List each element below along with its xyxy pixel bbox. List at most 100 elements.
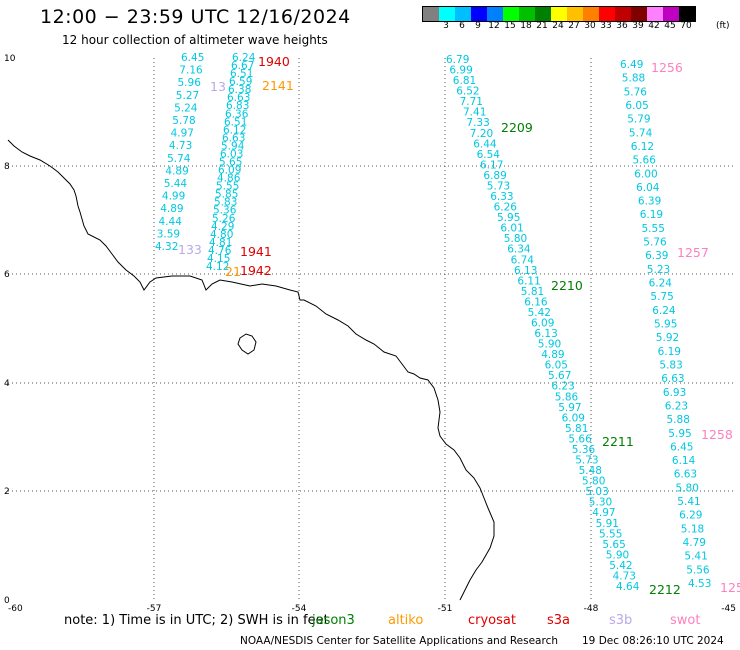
pass-time-label: 2211 bbox=[602, 434, 634, 449]
pass-time-label: 125 bbox=[720, 580, 740, 595]
wave-height-value: 6.36 bbox=[225, 108, 249, 120]
color-scale-label: 9 bbox=[475, 21, 481, 31]
color-scale-label: 45 bbox=[664, 21, 676, 31]
wave-height-value: 5.97 bbox=[558, 402, 581, 414]
wave-height-value: 5.74 bbox=[629, 127, 653, 139]
wave-height-value: 7.16 bbox=[179, 65, 203, 77]
y-tick-label: 4 bbox=[4, 379, 10, 389]
satellite-legend-item: s3b bbox=[609, 613, 633, 628]
wave-height-value: 6.24 bbox=[232, 52, 256, 64]
wave-height-value: 5.95 bbox=[497, 212, 520, 224]
satellite-legend-item: swot bbox=[670, 613, 701, 628]
wave-height-value: 5.80 bbox=[582, 476, 605, 488]
color-swatch bbox=[583, 7, 599, 21]
wave-height-value: 5.42 bbox=[528, 307, 551, 319]
wave-height-value: 5.03 bbox=[585, 486, 608, 498]
color-scale-label: 24 bbox=[552, 21, 564, 31]
wave-height-value: 6.39 bbox=[638, 196, 661, 208]
wave-height-value: 4.64 bbox=[616, 581, 640, 593]
wave-height-value: 6.81 bbox=[453, 75, 476, 87]
wave-height-value: 4.99 bbox=[162, 191, 185, 203]
wave-height-value: 4.89 bbox=[160, 203, 183, 215]
x-tick-label: -57 bbox=[147, 604, 162, 614]
wave-height-value: 6.14 bbox=[672, 455, 696, 467]
wave-height-value: 5.65 bbox=[219, 157, 242, 169]
color-scale-label: 18 bbox=[520, 21, 532, 31]
pass-time-label: 1941 bbox=[240, 244, 272, 259]
wave-height-value: 6.34 bbox=[507, 244, 531, 256]
satellite-legend-item: cryosat bbox=[468, 613, 516, 628]
coastline bbox=[7, 139, 495, 601]
wave-height-value: 6.79 bbox=[446, 54, 469, 66]
wave-height-value: 4.81 bbox=[209, 237, 232, 249]
wave-height-value: 5.88 bbox=[622, 73, 645, 85]
pass-time-label: 2141 bbox=[262, 78, 294, 93]
color-swatch bbox=[535, 7, 551, 21]
wave-height-value: 5.65 bbox=[602, 539, 625, 551]
color-swatch bbox=[551, 7, 567, 21]
wave-height-value: 5.81 bbox=[521, 286, 544, 298]
wave-height-value: 5.23 bbox=[647, 264, 670, 276]
wave-height-value: 5.96 bbox=[178, 77, 202, 89]
satellite-legend-item: s3a bbox=[547, 613, 571, 628]
wave-height-value: 5.90 bbox=[538, 339, 561, 351]
pass-time-label: 13 bbox=[210, 79, 226, 94]
wave-height-value: 5.67 bbox=[548, 370, 571, 382]
wave-height-value: 4.32 bbox=[155, 241, 178, 253]
page-title: 12:00 − 23:59 UTC 12/16/2024 bbox=[40, 6, 351, 28]
wave-height-value: 6.03 bbox=[220, 149, 243, 161]
wave-height-value: 4.73 bbox=[613, 571, 636, 583]
footer-note: note: 1) Time is in UTC; 2) SWH is in fe… bbox=[64, 613, 329, 628]
color-swatch bbox=[647, 7, 663, 21]
wave-height-value: 5.26 bbox=[212, 213, 236, 225]
wave-height-value: 6.99 bbox=[449, 65, 472, 77]
pass-time-label: 133 bbox=[178, 242, 202, 257]
wave-height-value: 6.29 bbox=[679, 510, 702, 522]
wave-height-value: 6.89 bbox=[483, 170, 506, 182]
wave-height-value: 5.76 bbox=[624, 86, 648, 98]
wave-height-value: 6.17 bbox=[480, 159, 503, 171]
wave-height-value: 5.78 bbox=[172, 115, 195, 127]
wave-height-value: 5.55 bbox=[642, 223, 665, 235]
color-swatch bbox=[423, 7, 439, 21]
wave-height-value: 5.66 bbox=[568, 433, 592, 445]
x-tick-label: -48 bbox=[584, 604, 599, 614]
wave-height-value: 5.95 bbox=[668, 428, 691, 440]
pass-time-label: 2212 bbox=[649, 582, 681, 597]
color-swatch bbox=[519, 7, 535, 21]
color-swatch bbox=[471, 7, 487, 21]
wave-height-value: 6.13 bbox=[514, 265, 537, 277]
wave-height-value: 4.79 bbox=[683, 537, 706, 549]
wave-height-value: 6.24 bbox=[649, 278, 673, 290]
wave-height-value: 5.92 bbox=[656, 332, 679, 344]
y-tick-label: 8 bbox=[4, 162, 10, 172]
color-swatch bbox=[487, 7, 503, 21]
y-tick-label: 0 bbox=[4, 596, 10, 606]
wave-height-value: 4.89 bbox=[165, 165, 188, 177]
color-swatch bbox=[455, 7, 471, 21]
wave-height-value: 6.93 bbox=[663, 387, 686, 399]
wave-height-value: 6.09 bbox=[218, 165, 241, 177]
wave-height-value: 5.30 bbox=[589, 497, 612, 509]
color-scale-label: 39 bbox=[632, 21, 644, 31]
wave-height-value: 5.55 bbox=[216, 181, 239, 193]
wave-height-value: 4.80 bbox=[210, 229, 233, 241]
wave-height-value: 6.23 bbox=[551, 381, 574, 393]
wave-height-value: 4.12 bbox=[206, 261, 229, 273]
color-swatch bbox=[631, 7, 647, 21]
pass-time-label: 2210 bbox=[551, 278, 583, 293]
wave-height-value: 6.63 bbox=[227, 92, 250, 104]
pass-time-label: 1257 bbox=[677, 245, 709, 260]
page-subtitle: 12 hour collection of altimeter wave hei… bbox=[62, 33, 328, 47]
wave-height-value: 6.74 bbox=[511, 254, 535, 266]
wave-height-value: 6.19 bbox=[640, 209, 663, 221]
wave-height-value: 5.41 bbox=[677, 496, 700, 508]
wave-height-value: 5.36 bbox=[572, 444, 596, 456]
wave-height-value: 4.76 bbox=[208, 245, 232, 257]
wave-height-value: 4.97 bbox=[592, 507, 615, 519]
wave-height-value: 6.63 bbox=[674, 469, 697, 481]
wave-height-value: 4.97 bbox=[171, 128, 194, 140]
wave-height-value: 5.66 bbox=[633, 155, 657, 167]
wave-height-value: 6.54 bbox=[477, 149, 501, 161]
wave-height-value: 6.44 bbox=[473, 138, 497, 150]
